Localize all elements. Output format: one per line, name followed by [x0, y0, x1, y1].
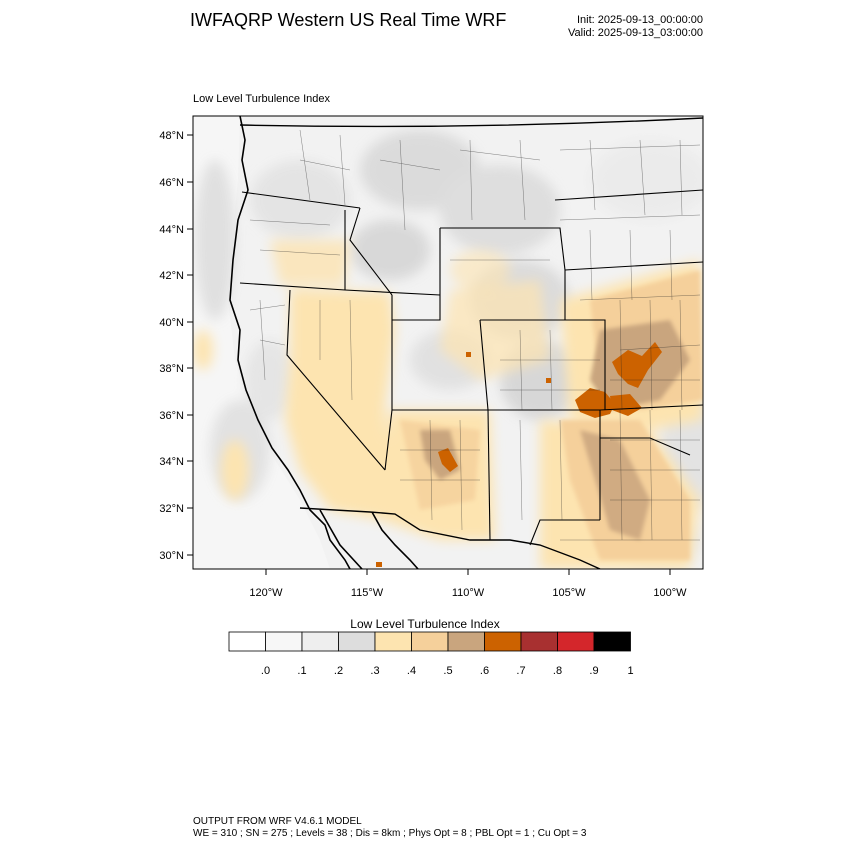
- lat-label: 34°N: [159, 456, 184, 468]
- init-time: Init: 2025-09-13_00:00:00: [577, 14, 703, 26]
- lat-label: 40°N: [159, 317, 184, 329]
- map-subtitle: Low Level Turbulence Index: [193, 93, 330, 105]
- lat-label: 32°N: [159, 503, 184, 515]
- colorbar-box: [265, 631, 303, 652]
- colorbar-box: [228, 631, 266, 652]
- footer-options-line: WE = 310 ; SN = 275 ; Levels = 38 ; Dis …: [193, 828, 587, 839]
- colorbar-tick-label: 1: [627, 665, 633, 677]
- colorbar-tick-label: .8: [553, 665, 562, 677]
- lat-label: 38°N: [159, 363, 184, 375]
- colorbar-box: [301, 631, 339, 652]
- chart-title: IWFAQRP Western US Real Time WRF: [190, 10, 507, 30]
- colorbar-box: [593, 631, 631, 652]
- lon-axis: 120°W 115°W 110°W 105°W 100°W: [249, 569, 687, 599]
- colorbar-box: [447, 631, 485, 652]
- map-frame: [192, 115, 704, 570]
- colorbar: .0 .1 .2 .3 .4 .5 .6 .7 .8 .9 1: [228, 631, 634, 677]
- colorbar-tick-label: .6: [480, 665, 489, 677]
- lon-label: 100°W: [653, 587, 687, 599]
- colorbar-tick-label: .9: [589, 665, 598, 677]
- lon-label: 115°W: [351, 587, 384, 599]
- colorbar-tick-label: .3: [370, 665, 379, 677]
- colorbar-tick-label: .0: [261, 665, 270, 677]
- lon-label: 105°W: [552, 587, 586, 599]
- colorbar-tick-label: .7: [516, 665, 525, 677]
- lat-axis: 48°N 46°N 44°N 42°N 40°N 38°N 36°N 34°N …: [159, 130, 193, 562]
- colorbar-box: [557, 631, 595, 652]
- colorbar-box: [484, 631, 522, 652]
- lon-label: 120°W: [249, 587, 283, 599]
- colorbar-box: [338, 631, 376, 652]
- map-field: [193, 116, 703, 569]
- lat-label: 46°N: [159, 177, 184, 189]
- lat-label: 44°N: [159, 224, 184, 236]
- lat-label: 42°N: [159, 270, 184, 282]
- colorbar-tick-label: .4: [407, 665, 416, 677]
- colorbar-tick-label: .2: [334, 665, 343, 677]
- valid-time: Valid: 2025-09-13_03:00:00: [568, 27, 703, 39]
- lon-label: 110°W: [452, 587, 485, 599]
- colorbar-box: [411, 631, 449, 652]
- colorbar-tick-label: .5: [443, 665, 452, 677]
- footer-model-line: OUTPUT FROM WRF V4.6.1 MODEL: [193, 816, 362, 827]
- colorbar-title: Low Level Turbulence Index: [350, 617, 500, 631]
- lat-label: 30°N: [159, 550, 184, 562]
- colorbar-tick-label: .1: [297, 665, 306, 677]
- colorbar-box: [374, 631, 412, 652]
- lat-label: 36°N: [159, 410, 184, 422]
- lat-label: 48°N: [159, 130, 184, 142]
- colorbar-box: [520, 631, 558, 652]
